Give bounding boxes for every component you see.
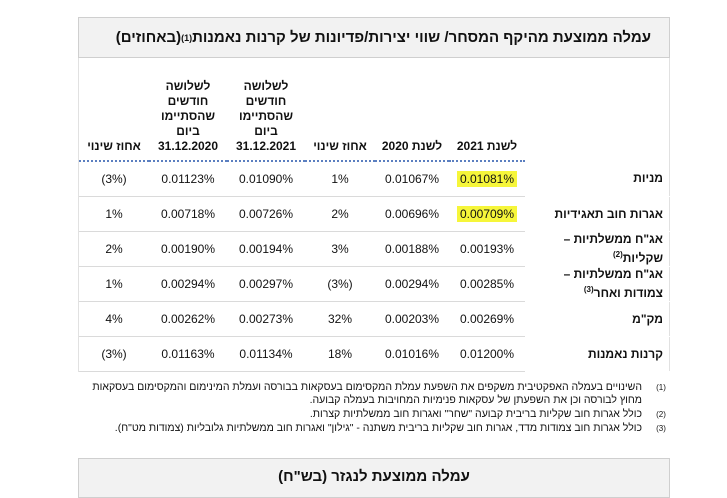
cell-change-quarterly: 1% (79, 196, 149, 232)
header-year-2021: לשנת 2021 (449, 58, 525, 162)
highlighted-value: 0.01081% (456, 171, 518, 187)
cell-quarter-2020: 0.00190% (149, 231, 227, 267)
cell-quarter-2021: 0.00194% (227, 231, 305, 267)
header-q2020-line: לשלושה (165, 79, 211, 93)
next-table-title: עמלה ממוצעת לנגזר (בש"ח) (78, 458, 670, 498)
header-q2020-line: שהסתיימו (161, 109, 215, 123)
footnote-text: כולל אגרות חוב צמודות מדד, אגרות חוב שקל… (114, 422, 642, 434)
table-header-row: לשנת 2021 לשנת 2020 אחוז שינוי לשלושה חו… (79, 58, 671, 162)
table-row: מניות 0.01081% 0.01067% 1% 0.01090% 0.01… (79, 161, 671, 197)
footnote: (3) כולל אגרות חוב צמודות מדד, אגרות חוב… (78, 422, 670, 435)
cell-change-annual: 18% (305, 336, 375, 372)
table-row: אג"ח ממשלתיות – שקליות(2) 0.00193% 0.001… (79, 231, 671, 267)
cell-quarter-2020: 0.00262% (149, 301, 227, 337)
row-label-text: מניות (633, 171, 663, 185)
title-unit: (באחוזים) (115, 29, 182, 46)
row-label: אג"ח ממשלתיות – צמודות ואחר(3) (525, 266, 671, 302)
header-q2021-line: לשלושה (243, 79, 289, 93)
document-page: עמלה ממוצעת מהיקף המסחר/ שווי יצירות/פדי… (78, 17, 671, 498)
cell-quarter-2021: 0.01134% (227, 336, 305, 372)
title-footnote-ref: (1) (181, 32, 193, 43)
row-label: אג"ח ממשלתיות – שקליות(2) (525, 231, 671, 267)
header-q2020-line: ביום (176, 124, 200, 138)
cell-change-annual: 3% (305, 231, 375, 267)
commission-table-wrap: לשנת 2021 לשנת 2020 אחוז שינוי לשלושה חו… (78, 58, 671, 372)
cell-change-quarterly: (3%) (79, 336, 149, 372)
cell-year-2020: 0.00294% (375, 266, 449, 302)
row-label-text: אגרות חוב תאגידיות (554, 206, 663, 221)
header-q2021-line: 31.12.2021 (235, 139, 297, 153)
header-q2020-line: 31.12.2020 (157, 139, 219, 153)
footnote-number: (1) (656, 383, 666, 392)
footnote-number: (2) (656, 410, 666, 419)
cell-year-2020: 0.00203% (375, 301, 449, 337)
row-label: אגרות חוב תאגידיות (525, 196, 671, 232)
row-label: קרנות נאמנות (525, 336, 671, 372)
row-label-text: אג"ח ממשלתיות – צמודות ואחר (563, 267, 663, 300)
table-row: אגרות חוב תאגידיות 0.00709% 0.00696% 2% … (79, 196, 671, 232)
row-label: מניות (525, 161, 671, 197)
cell-year-2021: 0.00193% (449, 231, 525, 267)
cell-year-2020: 0.00696% (375, 196, 449, 232)
cell-year-2021: 0.00269% (449, 301, 525, 337)
header-q2020-line: חודשים (167, 94, 209, 108)
cell-quarter-2020: 0.01163% (149, 336, 227, 372)
cell-change-quarterly: 2% (79, 231, 149, 267)
row-label-text: מק"מ (632, 311, 663, 326)
cell-change-quarterly: 1% (79, 266, 149, 302)
cell-year-2020: 0.01016% (375, 336, 449, 372)
highlighted-value: 0.00709% (456, 206, 518, 222)
cell-year-2020: 0.00188% (375, 231, 449, 267)
header-year-2020: לשנת 2020 (375, 58, 449, 162)
cell-change-quarterly: (3%) (79, 161, 149, 197)
footnote-number: (3) (656, 424, 666, 433)
cell-year-2021: 0.01081% (449, 161, 525, 197)
table-row: קרנות נאמנות 0.01200% 0.01016% 18% 0.011… (79, 336, 671, 372)
cell-quarter-2021: 0.01090% (227, 161, 305, 197)
cell-quarter-2020: 0.01123% (149, 161, 227, 197)
cell-change-annual: 2% (305, 196, 375, 232)
footnote: (2) כולל אגרות חוב שקליות בריבית קבועה "… (78, 408, 670, 421)
row-label-text: קרנות נאמנות (588, 346, 663, 361)
cell-change-annual: 32% (305, 301, 375, 337)
header-q2021-line: שהסתיימו (239, 109, 293, 123)
cell-year-2021: 0.00709% (449, 196, 525, 232)
footnotes: (1) השינויים בעמלה האפקטיבית משקפים את ה… (78, 381, 670, 436)
header-q2021-line: חודשים (245, 94, 287, 108)
row-label-text: אג"ח ממשלתיות – שקליות (563, 232, 663, 265)
table-title-text: עמלה ממוצעת מהיקף המסחר/ שווי יצירות/פדי… (192, 29, 651, 46)
cell-change-annual: 1% (305, 161, 375, 197)
cell-quarter-2021: 0.00726% (227, 196, 305, 232)
cell-year-2020: 0.01067% (375, 161, 449, 197)
header-q2021-line: ביום (254, 124, 278, 138)
cell-quarter-2020: 0.00718% (149, 196, 227, 232)
footnote: (1) השינויים בעמלה האפקטיבית משקפים את ה… (78, 381, 670, 407)
footnote-text: השינויים בעמלה האפקטיבית משקפים את השפעת… (92, 381, 642, 406)
table-row: מק"מ 0.00269% 0.00203% 32% 0.00273% 0.00… (79, 301, 671, 337)
cell-year-2021: 0.00285% (449, 266, 525, 302)
cell-year-2021: 0.01200% (449, 336, 525, 372)
header-change-annual: אחוז שינוי (305, 58, 375, 162)
cell-quarter-2021: 0.00273% (227, 301, 305, 337)
footnote-text: כולל אגרות חוב שקליות בריבית קבועה "שחר"… (309, 408, 642, 420)
cell-change-annual: (3%) (305, 266, 375, 302)
cell-quarter-2020: 0.00294% (149, 266, 227, 302)
table-row: אג"ח ממשלתיות – צמודות ואחר(3) 0.00285% … (79, 266, 671, 302)
header-quarter-2020: לשלושה חודשים שהסתיימו ביום 31.12.2020 (149, 58, 227, 162)
row-footnote-ref: (2) (612, 250, 623, 259)
row-footnote-ref: (3) (583, 285, 594, 294)
commission-table: לשנת 2021 לשנת 2020 אחוז שינוי לשלושה חו… (79, 58, 671, 372)
row-label: מק"מ (525, 301, 671, 337)
header-label-cell (525, 58, 671, 161)
header-quarter-2021: לשלושה חודשים שהסתיימו ביום 31.12.2021 (227, 58, 305, 162)
cell-change-quarterly: 4% (79, 301, 149, 337)
header-change-quarterly: אחוז שינוי (79, 58, 149, 162)
cell-quarter-2021: 0.00297% (227, 266, 305, 302)
table-title: עמלה ממוצעת מהיקף המסחר/ שווי יצירות/פדי… (78, 17, 670, 58)
